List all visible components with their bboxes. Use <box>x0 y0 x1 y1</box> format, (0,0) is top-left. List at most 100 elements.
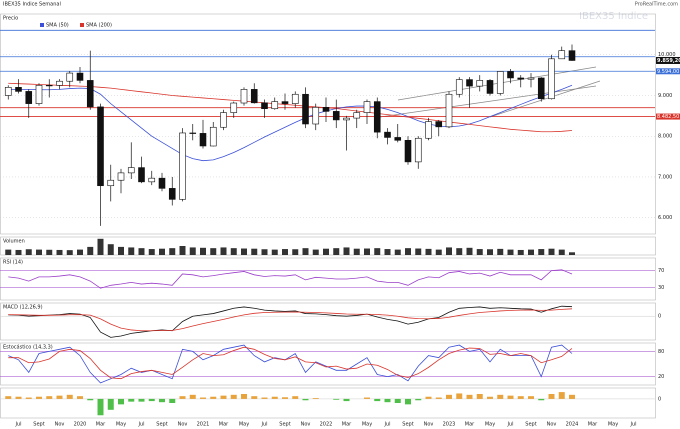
candle-body <box>507 71 514 79</box>
bar <box>497 248 504 255</box>
pane-title: Volumen <box>3 239 25 245</box>
bar <box>435 397 442 399</box>
y-tick-label: 0 <box>658 396 661 402</box>
bar <box>415 398 422 401</box>
logo: ProRealTime.com <box>635 2 678 8</box>
candle-body <box>558 50 566 60</box>
y-tick-label: 8.000 <box>658 134 672 140</box>
level-label: 8.482,50 <box>657 114 679 120</box>
x-tick-label: May <box>116 422 126 428</box>
bar <box>302 248 309 255</box>
candle-body <box>281 101 289 104</box>
candle-body <box>312 106 320 125</box>
watermark: IBEX35 Indice <box>579 11 648 22</box>
candle-body <box>179 132 186 200</box>
candle-body <box>45 84 53 87</box>
candle-body <box>76 72 84 81</box>
x-tick-label: 2020 <box>74 422 87 428</box>
pane-title: Estocástico (14,3,3) <box>3 344 53 351</box>
candle-body <box>404 139 412 163</box>
candle-body <box>568 50 576 61</box>
candle-body <box>107 179 115 187</box>
x-tick-label: Mar <box>342 422 352 428</box>
bar <box>302 398 309 401</box>
bar <box>189 247 196 255</box>
x-tick-label: Mar <box>588 422 598 428</box>
x-tick-label: May <box>485 422 495 428</box>
y-tick-label: 20 <box>658 374 664 380</box>
bar <box>15 396 22 399</box>
indicator-line <box>8 308 573 332</box>
bar <box>220 247 227 255</box>
bar <box>66 394 73 399</box>
indicator-line <box>8 344 573 384</box>
x-tick-label: Jul <box>506 422 513 428</box>
bar <box>569 394 575 399</box>
x-tick-label: 2021 <box>197 422 210 428</box>
bar <box>189 394 196 399</box>
pane-frame <box>0 302 656 341</box>
bar <box>558 249 565 255</box>
bar <box>446 247 452 255</box>
bar <box>241 394 247 399</box>
channel-line <box>489 80 601 118</box>
candle-body <box>384 131 391 138</box>
pane-frame <box>0 13 656 235</box>
bar <box>56 249 63 255</box>
bar <box>118 398 124 405</box>
candle-body <box>394 137 402 141</box>
bar <box>159 398 165 403</box>
x-tick-label: 2024 <box>566 422 579 428</box>
candle-body <box>302 93 309 125</box>
x-tick-label: Mar <box>96 422 106 428</box>
x-tick-label: Nov <box>55 422 65 428</box>
x-tick-label: 2022 <box>320 422 333 428</box>
candle-body <box>435 121 443 128</box>
bar <box>425 248 432 255</box>
bar <box>77 396 83 399</box>
bar <box>435 249 442 255</box>
bar <box>405 248 411 255</box>
moving-average <box>8 82 573 133</box>
bar <box>107 244 114 255</box>
bar <box>87 246 94 255</box>
bar <box>292 249 299 255</box>
pane-frame <box>0 387 656 419</box>
bar <box>56 395 63 399</box>
bar <box>425 396 432 399</box>
indicator-line <box>8 305 573 338</box>
bar <box>210 396 217 399</box>
bar <box>364 248 370 255</box>
bar <box>312 398 319 399</box>
bar <box>77 249 83 255</box>
candle-body <box>291 93 299 104</box>
x-tick-label: Jul <box>260 422 267 428</box>
legend-swatch <box>40 23 44 27</box>
bar <box>517 249 524 255</box>
x-tick-label: Nov <box>301 422 311 428</box>
bar <box>230 248 237 255</box>
bar <box>507 395 514 399</box>
bar <box>415 248 422 255</box>
bar <box>476 394 483 399</box>
candle-body <box>271 101 279 110</box>
candle-body <box>332 111 340 121</box>
bar <box>200 247 206 255</box>
candle-body <box>86 80 94 108</box>
bar <box>138 398 145 402</box>
x-tick-label: May <box>362 422 372 428</box>
bar <box>353 248 360 255</box>
x-tick-label: Jul <box>629 422 636 428</box>
y-tick-label: 30 <box>658 285 664 291</box>
bar <box>128 398 135 402</box>
bar <box>36 249 42 255</box>
candle-body <box>343 117 350 121</box>
last-price-label: 9.859,20 <box>657 58 680 64</box>
bar <box>343 398 350 402</box>
y-tick-label: 80 <box>658 349 664 355</box>
bar <box>25 249 32 255</box>
bar <box>466 394 473 399</box>
bar <box>25 397 32 399</box>
header: IBEX35 Indice Semanal <box>3 2 61 8</box>
bar <box>333 248 340 255</box>
